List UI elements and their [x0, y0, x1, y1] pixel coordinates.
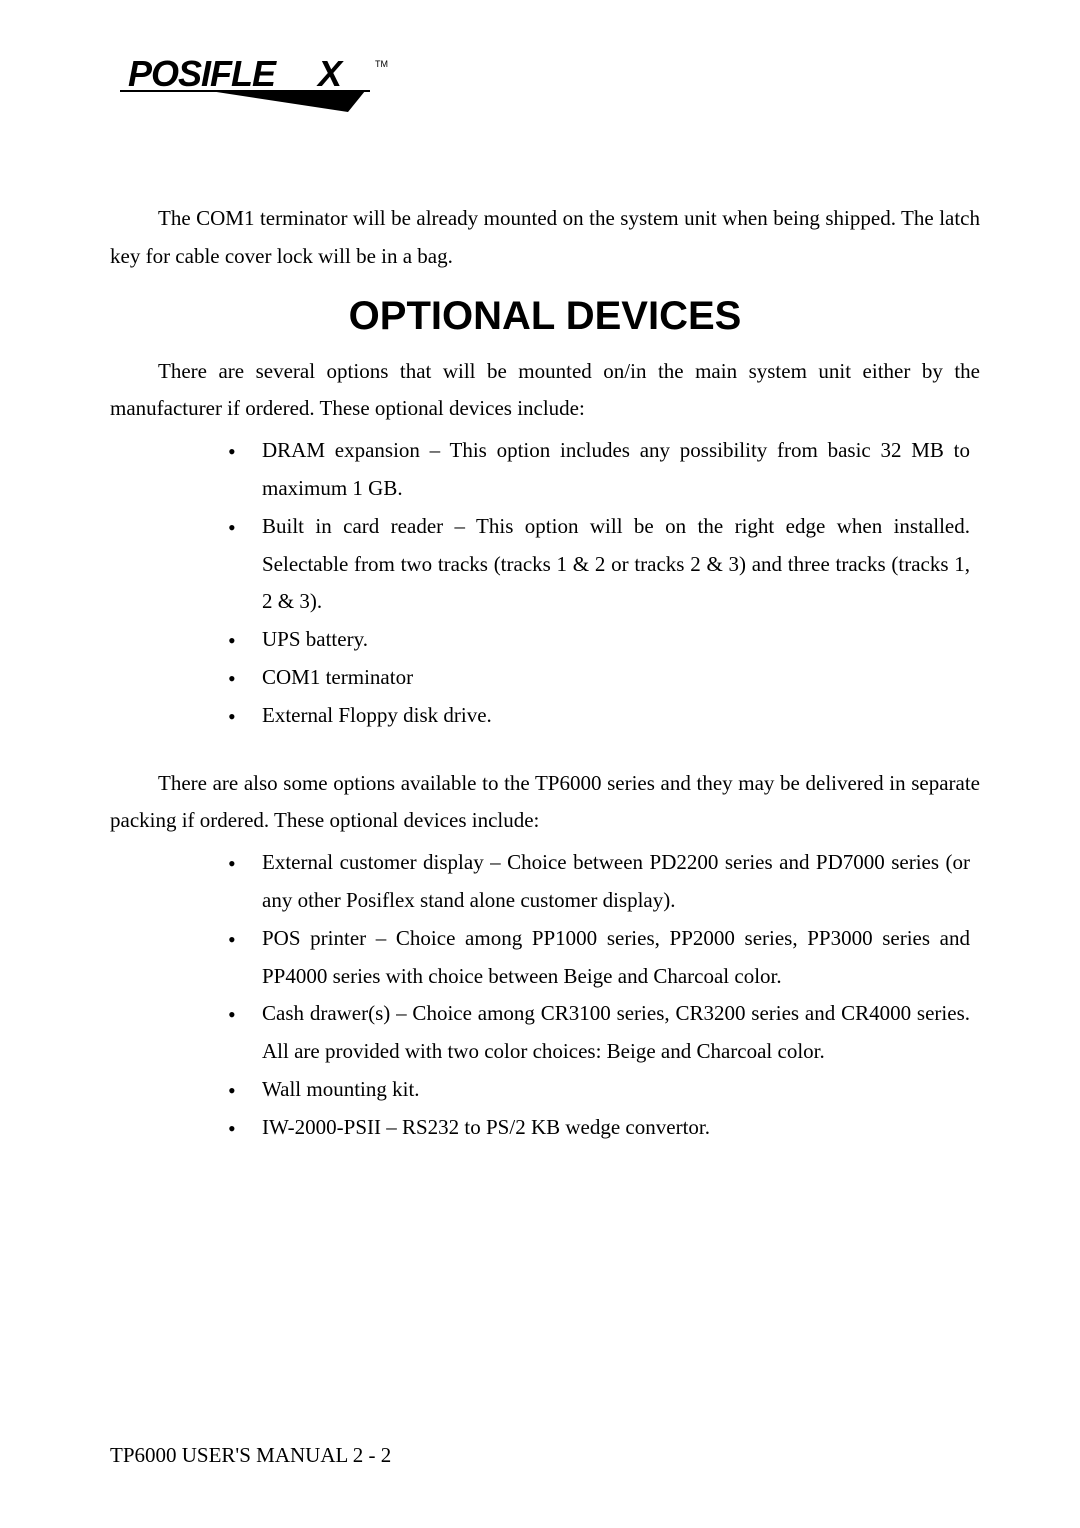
options-list-2: External customer display – Choice betwe… — [228, 844, 970, 1146]
list-item: Cash drawer(s) – Choice among CR3100 ser… — [228, 995, 970, 1071]
brand-logo: POSIFLE X TM — [120, 50, 980, 120]
list-item: DRAM expansion – This option includes an… — [228, 432, 970, 508]
paragraph-2: There are also some options available to… — [110, 765, 980, 841]
list-item: Built in card reader – This option will … — [228, 508, 970, 621]
posiflex-logo-svg: POSIFLE X TM — [120, 50, 400, 115]
paragraph-1: There are several options that will be m… — [110, 353, 980, 429]
svg-text:TM: TM — [375, 59, 388, 69]
list-item: COM1 terminator — [228, 659, 970, 697]
list-item: UPS battery. — [228, 621, 970, 659]
page-footer: TP6000 USER'S MANUAL 2 - 2 — [110, 1443, 391, 1468]
list-item: External customer display – Choice betwe… — [228, 844, 970, 920]
options-list-1: DRAM expansion – This option includes an… — [228, 432, 970, 734]
svg-text:POSIFLE: POSIFLE — [128, 53, 277, 94]
list-item: POS printer – Choice among PP1000 series… — [228, 920, 970, 996]
section-heading: OPTIONAL DEVICES — [110, 294, 980, 339]
svg-text:X: X — [316, 53, 344, 94]
list-item: IW-2000-PSII – RS232 to PS/2 KB wedge co… — [228, 1109, 970, 1147]
intro-paragraph: The COM1 terminator will be already moun… — [110, 200, 980, 276]
list-item: Wall mounting kit. — [228, 1071, 970, 1109]
list-item: External Floppy disk drive. — [228, 697, 970, 735]
